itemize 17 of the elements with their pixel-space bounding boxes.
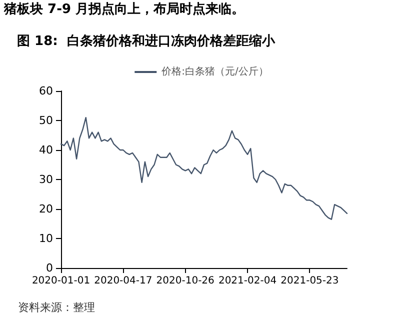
y-tick-label: 0 — [46, 262, 53, 274]
x-tick-label: 2020-10-26 — [156, 276, 214, 286]
y-tick-label: 50 — [39, 114, 53, 127]
text: 猪板块 7-9 月拐点向上，布局时点来临。 — [3, 1, 245, 17]
x-tick-label: 2021-02-04 — [218, 276, 277, 286]
y-tick-label: 10 — [39, 232, 53, 245]
y-tick-label: 30 — [39, 173, 53, 186]
chart-title: 图 18: 白条猪价格和进口冻肉价格差距缩小 — [17, 33, 276, 49]
y-tick-label: 40 — [39, 144, 53, 156]
x-tick-label: 2020-04-17 — [94, 276, 152, 286]
legend-label: 价格:白条猪（元/公斤） — [160, 66, 268, 78]
text: 资料来源：整理 — [18, 301, 95, 314]
y-tick-label: 20 — [39, 202, 53, 216]
y-tick-label: 60 — [39, 84, 53, 98]
x-tick-label: 2020-01-01 — [32, 276, 90, 286]
line-series — [60, 116, 348, 220]
x-tick-label: 2021-05-23 — [280, 276, 339, 286]
